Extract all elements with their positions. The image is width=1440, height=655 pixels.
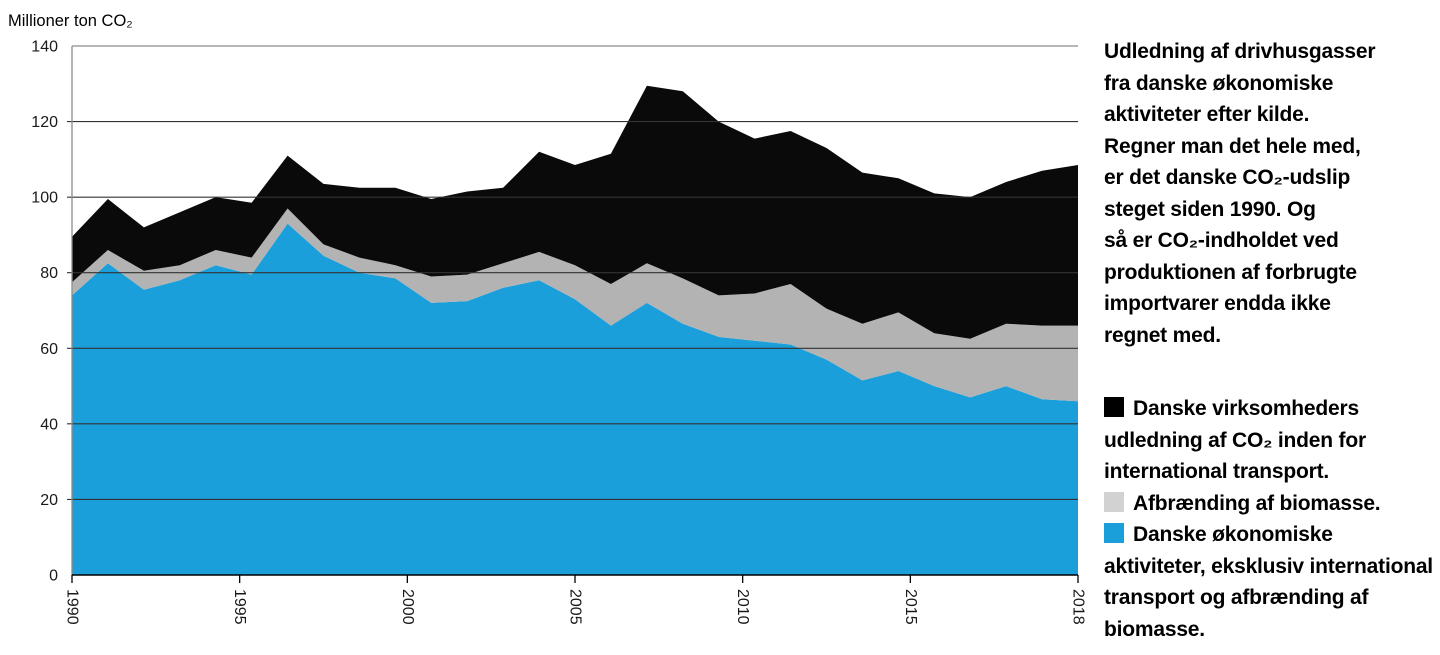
y-tick-label-0: 0 xyxy=(49,568,58,585)
intro-text: Udledning af drivhusgasser fra danske øk… xyxy=(1104,40,1376,347)
legend-item-label: Danske virksomheders udledning af CO₂ in… xyxy=(1104,397,1366,483)
x-tick-label-2018: 2018 xyxy=(1070,589,1087,625)
x-tick-label-2010: 2010 xyxy=(734,589,751,625)
blue-series-swatch-icon xyxy=(1104,523,1124,543)
area-series-0 xyxy=(72,223,1078,575)
y-tick-label-120: 120 xyxy=(31,114,58,131)
y-tick-label-40: 40 xyxy=(40,416,58,433)
x-tick-label-2000: 2000 xyxy=(399,589,416,625)
y-tick-label-60: 60 xyxy=(40,341,58,358)
gray-series-swatch-icon xyxy=(1104,491,1124,512)
legend-item-biomasse: Afbrænding af biomasse. xyxy=(1104,488,1438,520)
legend-item-label: Danske økonomiske aktiviteter, eksklusiv… xyxy=(1104,523,1433,641)
black-series-swatch-icon xyxy=(1104,397,1124,417)
area-series-1 xyxy=(72,208,1078,402)
area-series-2 xyxy=(72,85,1078,339)
x-tick-label-1990: 1990 xyxy=(64,589,81,625)
y-axis-title: Millioner ton CO₂ xyxy=(8,12,133,30)
y-tick-label-80: 80 xyxy=(40,265,58,282)
legend: Danske virksomheders udledning af CO₂ in… xyxy=(1104,393,1438,645)
x-tick-label-2005: 2005 xyxy=(567,589,584,625)
legend-item-danske-aktiviteter: Danske økonomiske aktiviteter, eksklusiv… xyxy=(1104,519,1438,645)
y-tick-label-140: 140 xyxy=(31,39,58,56)
y-tick-label-100: 100 xyxy=(31,190,58,207)
emissions-chart-svg: 0 20 40 60 80 100 120 140 Millioner ton CO₂ 1990 1… xyxy=(8,12,1087,625)
legend-item-label: Afbrænding af biomasse. xyxy=(1133,491,1381,515)
x-tick-label-1995: 1995 xyxy=(231,589,248,625)
legend-item-international-transport: Danske virksomheders udledning af CO₂ in… xyxy=(1104,393,1438,488)
y-tick-label-20: 20 xyxy=(40,492,58,509)
x-tick-label-2015: 2015 xyxy=(902,589,919,625)
side-panel: Udledning af drivhusgasser fra danske øk… xyxy=(1104,36,1438,645)
chart-area: 0 20 40 60 80 100 120 140 Millioner ton CO₂ 1990 1… xyxy=(8,12,1087,625)
